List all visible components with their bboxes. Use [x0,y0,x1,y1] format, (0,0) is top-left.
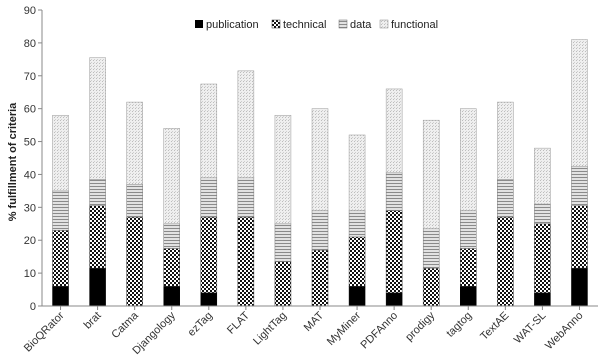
bar-segment-publication [385,292,403,307]
bar-segment-technical [274,261,292,307]
bar-segment-technical [126,216,143,307]
bar-segment-technical [571,205,588,269]
legend-swatch-data [338,19,348,29]
y-tick-label: 0 [30,301,36,313]
bar-segment-data [460,210,477,249]
bar-segment-functional [385,88,403,174]
bar-segment-publication [534,292,551,307]
bar-segment-functional [237,70,255,178]
bar-segment-functional [571,39,588,167]
legend-label-publication: publication [206,19,259,31]
legend-swatch-functional [379,19,389,29]
bar-segment-data [422,228,440,269]
y-tick-label: 50 [24,137,36,149]
bar-segment-publication [200,292,218,307]
bar-segment-technical [52,230,69,287]
x-tick-label: Catma [109,309,141,341]
bar-segment-publication [348,286,366,307]
y-tick-label: 10 [24,268,36,280]
bar-segment-data [89,179,106,206]
x-tick-label: WAT-SL [512,310,549,347]
bar-segment-data [52,190,69,231]
x-tick-label: TextAE [478,310,511,343]
bar-segment-data [311,210,329,251]
x-tick-label: MyMiner [325,309,364,348]
x-tick-label: prodigy [403,309,437,343]
y-tick-label: 80 [24,38,36,50]
bar-segment-data [571,165,588,206]
y-tick-label: 30 [24,202,36,214]
legend-label-functional: functional [391,19,438,31]
legend-item-technical: technical [271,19,326,31]
y-axis-ticks: 0 10 20 30 40 50 60 70 80 90 [24,5,42,313]
bar-segment-data [534,203,551,225]
x-tick-label: brat [82,310,104,332]
legend-label-technical: technical [283,19,326,31]
bar-segment-functional [311,108,329,211]
bar-segment-functional [89,57,106,180]
bar-segment-data [163,223,180,249]
bar-segment-technical [534,223,551,294]
bar-segment-publication [571,267,588,307]
bar-segment-functional [200,83,218,178]
bar-segment-data [497,179,514,218]
bar-segment-functional [534,147,551,205]
legend-item-functional: functional [379,19,438,31]
legend-label-data: data [350,19,372,31]
bar-segment-data [200,177,218,218]
legend-swatch-publication [195,20,203,28]
bar-segment-technical [348,236,366,287]
x-tick-label: LightTag [251,310,289,348]
bar-segment-technical [422,267,440,307]
bar-segment-functional [52,114,69,192]
bar-segment-technical [163,248,180,287]
x-tick-label: PDFAnno [358,310,400,352]
x-tick-label: tagtog [444,310,474,340]
bar-segment-functional [274,114,292,225]
bar-segment-data [237,177,255,218]
bar-segment-technical [497,216,514,307]
bar-segment-data [385,172,403,211]
bar-segment-technical [385,210,403,294]
y-tick-label: 70 [24,71,36,83]
legend-item-data: data [338,19,372,31]
x-tick-label: BioQRator [22,309,67,354]
bar-segment-functional [126,101,143,185]
y-tick-label: 90 [24,5,36,17]
legend: publication technical data functional [195,19,438,31]
legend-item-publication: publication [195,19,259,31]
bar-segment-data [348,210,366,238]
x-tick-label: FLAT [225,309,252,336]
x-tick-label: MAT [302,309,327,334]
bar-segment-functional [348,134,366,211]
bar-segment-functional [460,108,477,211]
bar-segment-technical [460,248,477,287]
y-tick-label: 60 [24,104,36,116]
bars [52,39,588,307]
bar-segment-publication [52,286,69,307]
bar-segment-technical [237,216,255,307]
bar-segment-publication [89,267,106,307]
bar-segment-publication [460,286,477,307]
bar-segment-publication [163,286,180,307]
bar-segment-technical [200,216,218,294]
bar-segment-technical [89,205,106,269]
y-tick-label: 20 [24,235,36,247]
x-tick-label: ezTag [186,310,215,339]
legend-swatch-technical [271,19,281,29]
bar-segment-data [274,223,292,262]
bar-segment-data [126,184,143,218]
x-tick-label: WebAnno [543,310,586,353]
bar-segment-functional [422,119,440,229]
bar-segment-technical [311,249,329,307]
bar-segment-functional [163,128,180,225]
y-axis-label: % fulfillment of criteria [7,102,19,221]
bar-segment-functional [497,101,514,180]
y-tick-label: 40 [24,169,36,181]
